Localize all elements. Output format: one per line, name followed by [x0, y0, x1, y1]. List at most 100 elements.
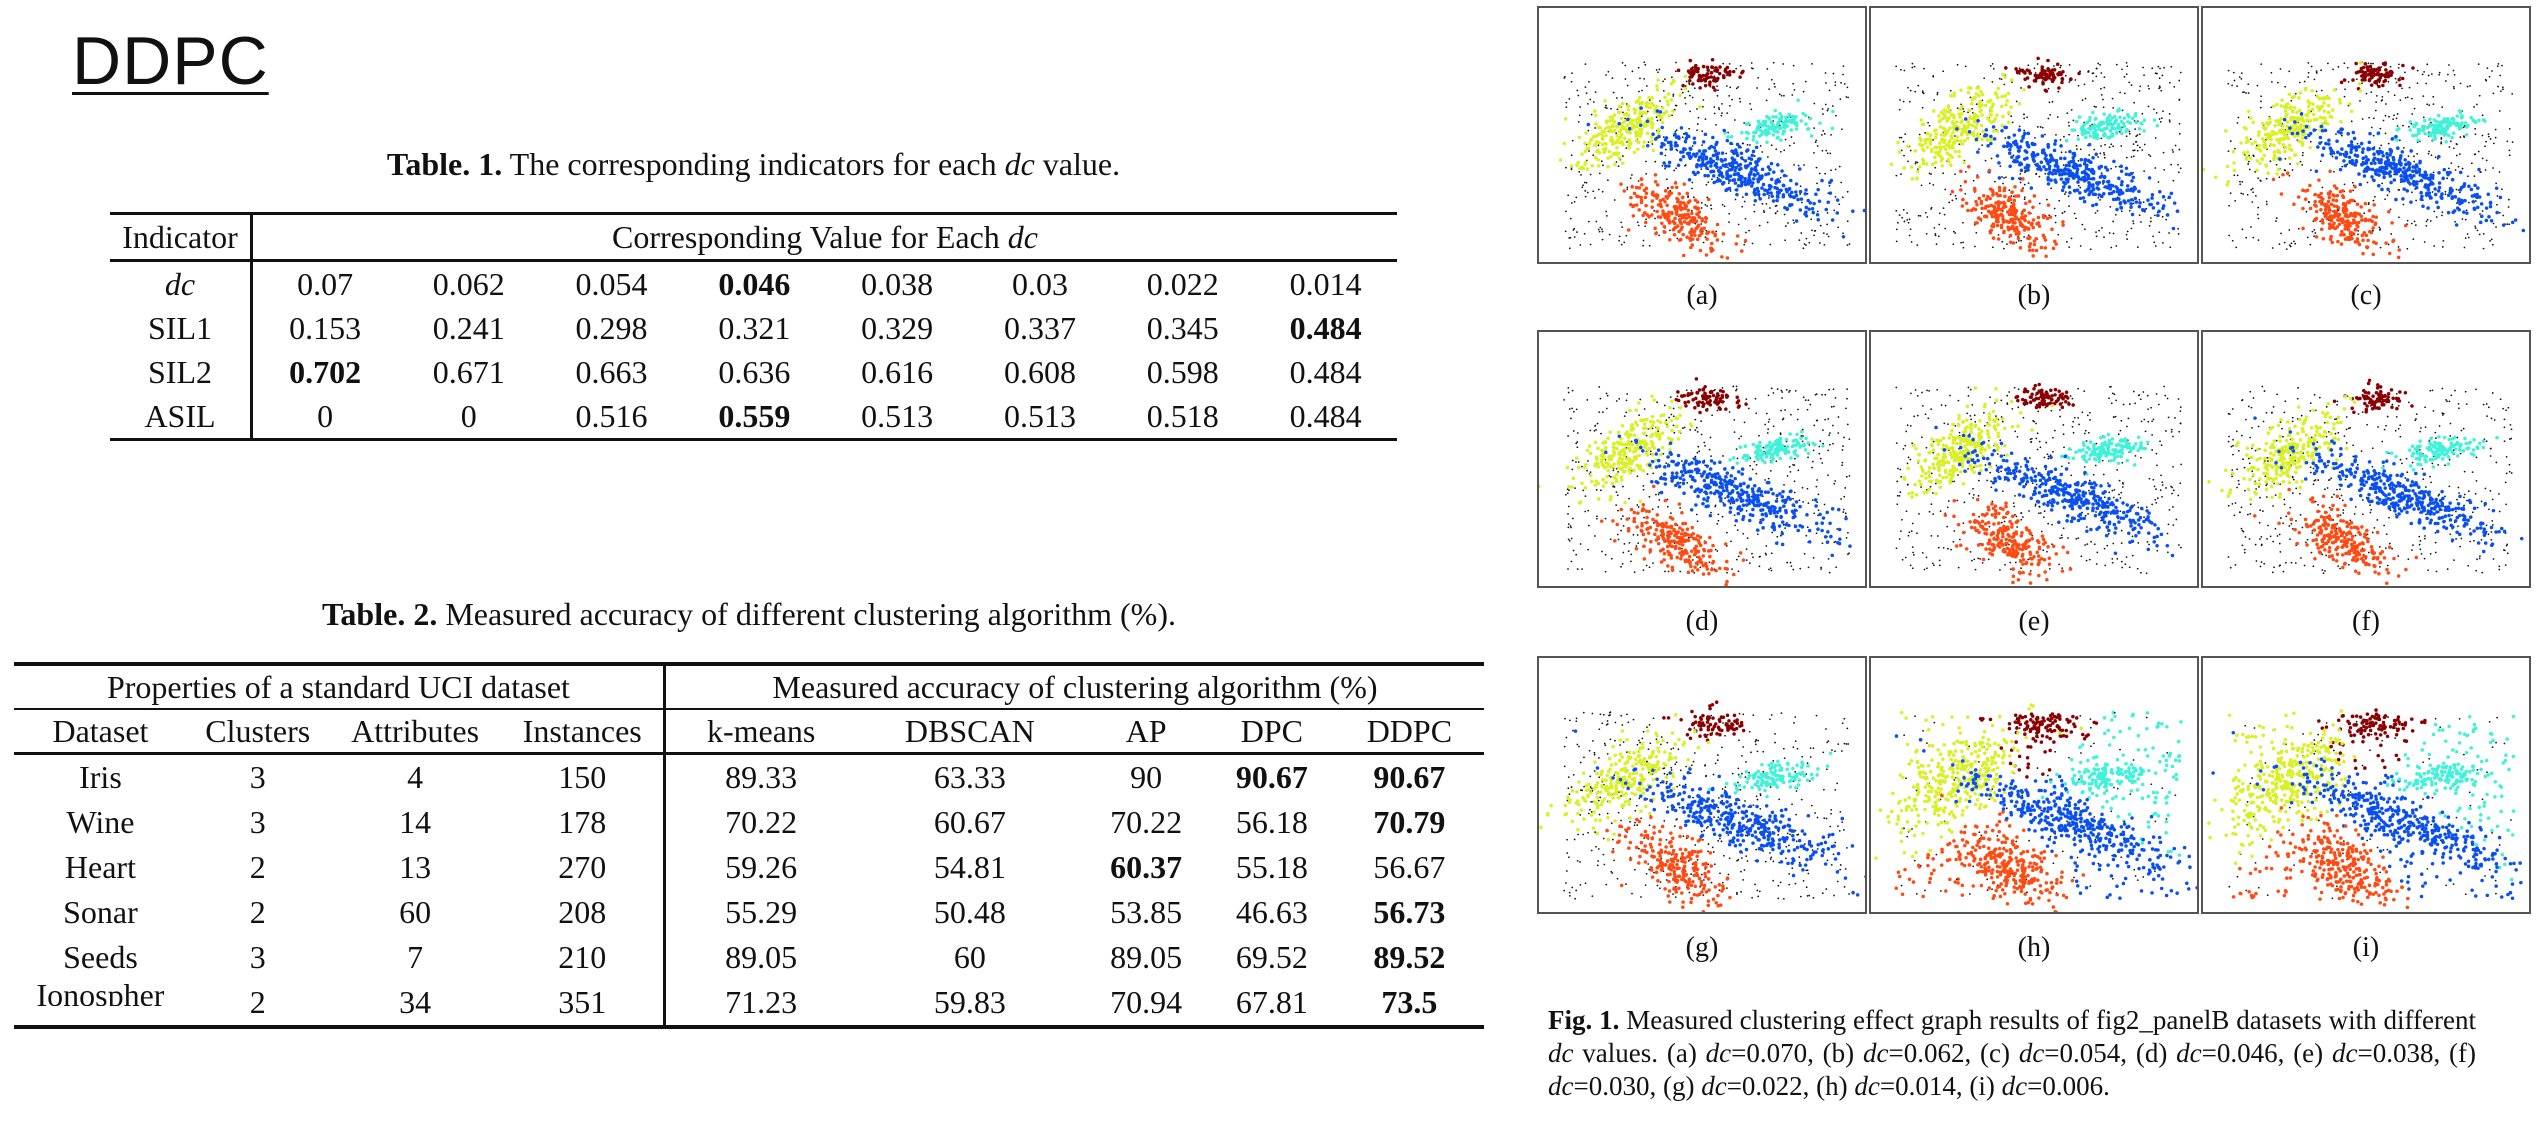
- cluster-point: [1781, 193, 1786, 197]
- scatter-point: [1631, 70, 1634, 73]
- scatter-point: [2114, 213, 2117, 216]
- cluster-point: [2434, 119, 2439, 124]
- scatter-point: [1813, 127, 1816, 129]
- cluster-point: [2048, 159, 2052, 164]
- scatter-point: [1623, 542, 1626, 545]
- cluster-point: [1641, 123, 1646, 127]
- scatter-point: [2462, 126, 2465, 129]
- cluster-point: [1974, 137, 1979, 142]
- cluster-point: [1998, 201, 2003, 205]
- cluster-point: [2000, 123, 2004, 128]
- scatter-point: [1675, 167, 1677, 170]
- scatter-point: [1621, 155, 1624, 157]
- cluster-point: [1940, 164, 1945, 168]
- cluster-point: [2399, 154, 2403, 158]
- scatter-point: [2128, 81, 2131, 84]
- cluster-point: [1636, 130, 1640, 135]
- cluster-point: [1713, 149, 1718, 153]
- scatter-point: [1812, 449, 1815, 452]
- cluster-point: [2428, 117, 2432, 122]
- cluster-point: [1989, 113, 1994, 117]
- cluster-point: [2096, 136, 2100, 141]
- scatter-point: [1972, 179, 1975, 182]
- cluster-point: [1604, 133, 1608, 138]
- cluster-point: [1598, 126, 1603, 130]
- cluster-point: [2437, 181, 2442, 185]
- cluster-point: [1958, 107, 1963, 112]
- scatter-point: [1822, 442, 1824, 445]
- cluster-point: [1626, 117, 1630, 122]
- cluster-point: [1990, 105, 1994, 109]
- cluster-point: [1779, 188, 1783, 193]
- scatter-point: [2020, 87, 2022, 89]
- cluster-point: [1644, 186, 1649, 191]
- cluster-point: [2425, 191, 2429, 196]
- scatter-point: [2260, 63, 2263, 66]
- cluster-point: [1651, 132, 1655, 136]
- cluster-point: [1751, 149, 1756, 154]
- cluster-point: [1947, 159, 1951, 164]
- scatter-point: [2399, 181, 2402, 184]
- cluster-point: [2471, 199, 2476, 204]
- table1-cell: 0.298: [575, 309, 648, 346]
- cluster-point: [2003, 75, 2008, 79]
- scatter-point: [1784, 225, 1787, 227]
- table2-cell: Iris: [79, 759, 122, 795]
- scatter-point: [1799, 185, 1802, 188]
- cluster-point: [1902, 166, 1907, 170]
- scatter-point: [1932, 75, 1935, 77]
- scatter-point: [2010, 201, 2013, 204]
- cluster-point: [1776, 163, 1780, 167]
- cluster-point: [1906, 144, 1910, 149]
- scatter-point: [1646, 473, 1649, 476]
- scatter-point: [2173, 85, 2176, 88]
- scatter-point: [2003, 177, 2005, 179]
- scatter-point: [2416, 82, 2419, 85]
- cluster-point: [1944, 109, 1949, 114]
- cluster-point: [1590, 163, 1595, 168]
- cluster-point: [2051, 158, 2056, 162]
- cluster-point: [1608, 115, 1613, 119]
- cluster-point: [2016, 232, 2021, 236]
- cluster-point: [2353, 240, 2358, 244]
- table2-row: Heart 2 13 270 59.26 54.81 60.37 55.18 56.67: [14, 845, 1484, 890]
- table1-caption-label: Table. 1.: [386, 146, 503, 182]
- scatter-point: [1978, 148, 1980, 151]
- cluster-point: [1655, 183, 1660, 187]
- scatter-point: [1816, 145, 1819, 147]
- table2-row: Wine 3 14 178 70.22 60.67 70.22 56.18 70.79: [14, 800, 1484, 845]
- cluster-point: [1697, 149, 1702, 153]
- scatter-point: [2154, 245, 2157, 247]
- scatter-point: [1944, 227, 1947, 230]
- scatter-point: [2474, 153, 2477, 156]
- cluster-point: [2094, 202, 2099, 207]
- cluster-point: [2094, 116, 2098, 121]
- cluster-point: [1763, 188, 1767, 192]
- scatter-point: [2428, 150, 2430, 153]
- cluster-point: [2301, 129, 2305, 133]
- scatter-point: [1701, 144, 1703, 147]
- cluster-point: [1696, 223, 1701, 228]
- cluster-point: [2027, 199, 2032, 204]
- cluster-point: [1711, 135, 1715, 140]
- scatter-point: [2053, 65, 2055, 67]
- cluster-point: [2013, 139, 2018, 144]
- cluster-point: [1691, 82, 1695, 86]
- scatter-point: [1841, 196, 1844, 199]
- scatter-point: [2158, 77, 2161, 80]
- cluster-point: [1828, 180, 1832, 185]
- cluster-point: [2072, 188, 2077, 193]
- cluster-point: [2285, 171, 2290, 175]
- cluster-point: [1939, 110, 1944, 115]
- cluster-point: [1938, 145, 1943, 150]
- cluster-point: [2359, 141, 2364, 146]
- table2-cell: 2: [186, 980, 329, 1029]
- table2-cell: 90: [1130, 759, 1163, 795]
- scatter-point: [2095, 235, 2098, 238]
- scatter-point: [1761, 202, 1764, 205]
- cluster-point: [2477, 195, 2482, 199]
- cluster-point: [1704, 155, 1709, 160]
- scatter-point: [1713, 106, 1716, 108]
- cluster-point: [2116, 122, 2121, 127]
- cluster-point: [2064, 163, 2069, 168]
